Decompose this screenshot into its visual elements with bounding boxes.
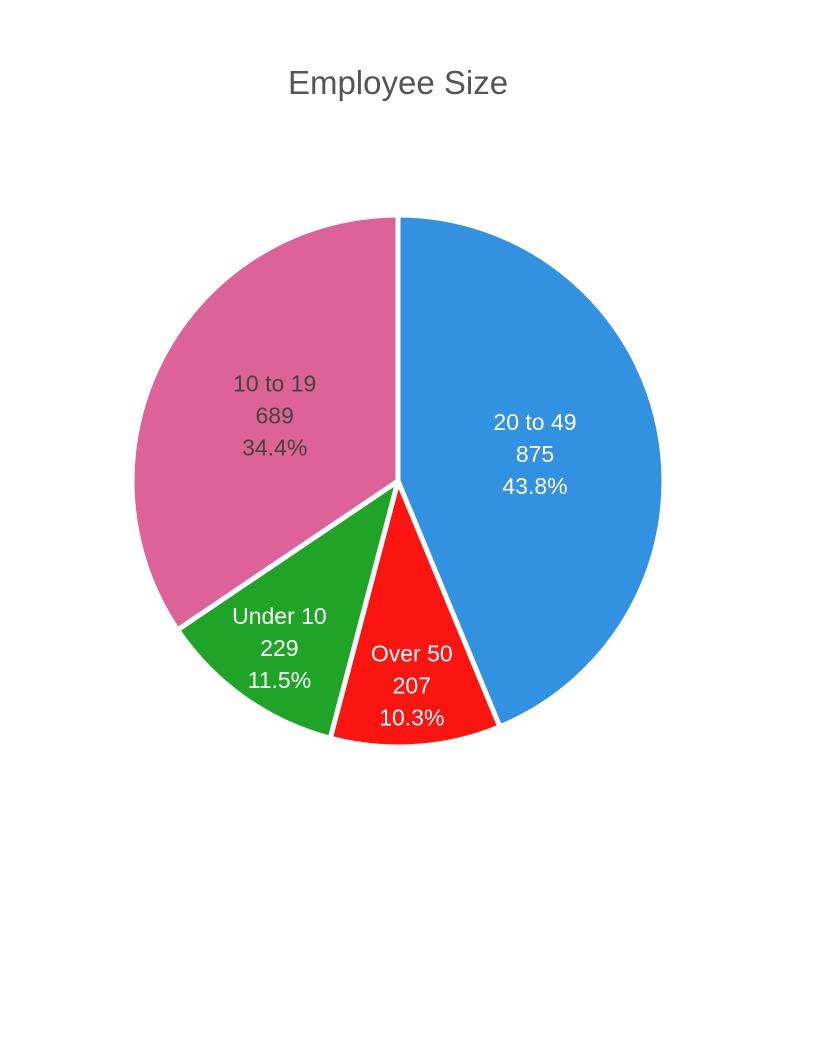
pie-slice-label-20-to-49: 20 to 49 875 43.8%	[493, 409, 576, 499]
pie-slice-label-10-to-19: 10 to 19 689 34.4%	[233, 371, 316, 461]
pie-slice-over-50[interactable]	[327, 478, 503, 750]
pie-slice-20-to-49[interactable]	[395, 212, 667, 730]
pie-slice-label-over-50: Over 50 207 10.3%	[371, 640, 453, 730]
pie-slice-10-to-19[interactable]	[129, 212, 401, 633]
pie-slice-label-under-10: Under 10 229 11.5%	[232, 603, 327, 693]
pie-slice-under-10[interactable]	[175, 478, 401, 741]
chart-title: Employee Size	[287, 64, 509, 101]
